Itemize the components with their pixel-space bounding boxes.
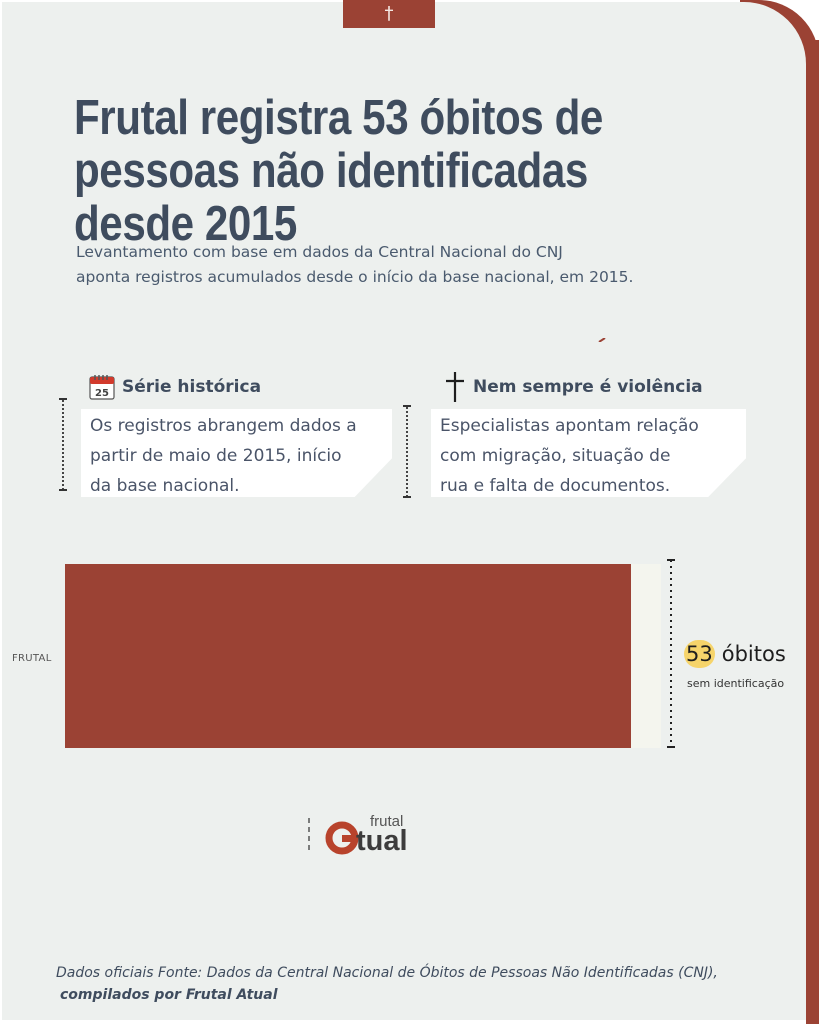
bottom-edge — [0, 1020, 806, 1024]
cross-icon — [446, 372, 464, 402]
card-heading-text: Nem sempre é violência — [473, 377, 703, 397]
calendar-icon: 25 — [89, 375, 115, 400]
cross-icon: † — [384, 3, 394, 24]
content-panel — [2, 2, 806, 1022]
bracket-cap — [403, 405, 411, 407]
footer-line: Dados oficiais Fonte: Dados da Central N… — [56, 965, 718, 981]
value-row: 53 óbitos — [684, 640, 786, 668]
source-footer: Dados oficiais Fonte: Dados da Central N… — [56, 962, 796, 1006]
top-tab: † — [343, 0, 435, 28]
card-line: Especialistas apontam relação — [440, 416, 699, 436]
svg-text:25: 25 — [95, 388, 109, 399]
subtitle-line: Levantamento com base em dados da Centra… — [76, 243, 563, 261]
decorative-tick — [598, 338, 606, 342]
card-line: partir de maio de 2015, início — [90, 446, 342, 466]
subtitle: Levantamento com base em dados da Centra… — [76, 240, 776, 290]
card-heading-serie: 25 Série histórica — [88, 373, 261, 401]
bracket-cap — [59, 489, 67, 491]
right-accent-bar — [806, 40, 819, 1024]
value-label: 53 óbitos sem identificação — [684, 640, 786, 690]
subtitle-line: aponta registros acumulados desde o iníc… — [76, 268, 634, 286]
page-title: Frutal registra 53 óbitos de pessoas não… — [74, 91, 603, 251]
card-body-violencia: Especialistas apontam relação com migraç… — [431, 409, 746, 497]
card-body-serie: Os registros abrangem dados a partir de … — [81, 409, 392, 497]
card-line: rua e falta de documentos. — [440, 476, 671, 496]
bar-frutal — [65, 564, 631, 748]
footer-credit: compilados por Frutal Atual — [60, 987, 278, 1003]
logo-text-small: frutal — [370, 813, 403, 830]
value-caption: sem identificação — [687, 677, 785, 690]
category-label: FRUTAL — [12, 653, 52, 664]
bracket-cap — [403, 496, 411, 498]
logo-text-large: tual — [356, 825, 408, 857]
card-line: Os registros abrangem dados a — [90, 416, 357, 436]
bracket-cap — [59, 398, 67, 400]
frutal-atual-logo: frutal tual — [308, 813, 408, 857]
value-unit: óbitos — [721, 642, 786, 666]
bracket-line — [406, 407, 408, 497]
card-line: com migração, situação de — [440, 446, 671, 466]
card-line: da base nacional. — [90, 476, 240, 496]
card-heading-violencia: Nem sempre é violência — [443, 371, 703, 403]
card-heading-text: Série histórica — [122, 377, 262, 397]
bar-chart — [65, 559, 675, 748]
value-number: 53 — [684, 640, 715, 668]
bracket-line — [62, 400, 64, 490]
